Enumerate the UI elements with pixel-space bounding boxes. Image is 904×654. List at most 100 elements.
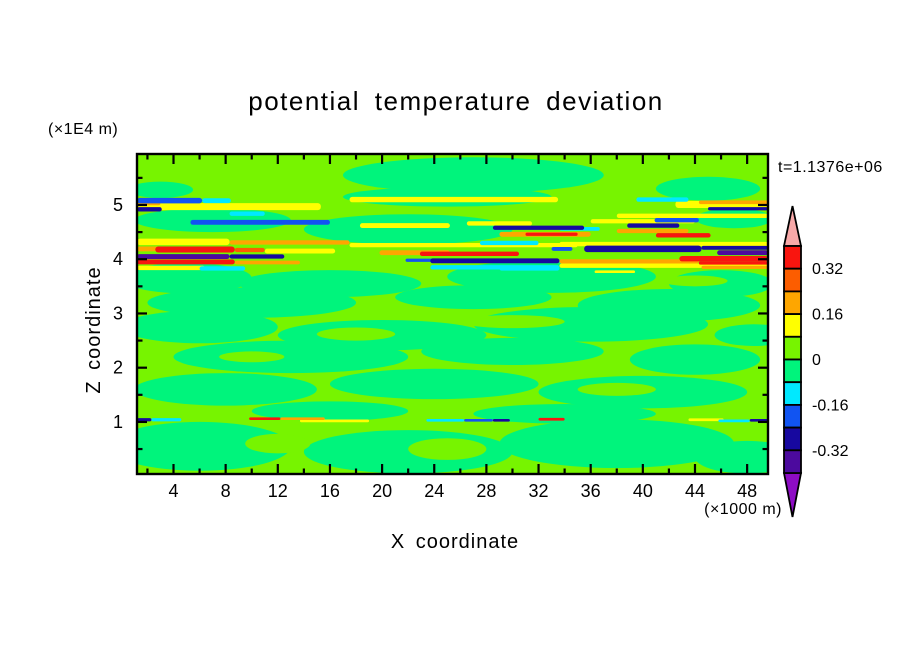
x-axis-label: X coordinate <box>391 531 519 553</box>
colorbar-tick-label: 0.32 <box>812 261 843 278</box>
contour-streak <box>430 258 560 264</box>
contour-streak <box>426 418 465 422</box>
contour-streak <box>636 197 689 202</box>
contour-hole <box>577 382 656 396</box>
x-tick-label: 20 <box>372 481 392 501</box>
contour-streak <box>199 266 246 271</box>
time-label: t=1.1376e+06 <box>778 159 883 176</box>
contour-blob <box>421 337 604 365</box>
contour-hole <box>662 275 728 287</box>
contour-streak <box>137 203 321 211</box>
contour-blob <box>251 401 409 421</box>
contour-blob <box>395 285 552 310</box>
contour-streak <box>559 241 768 247</box>
contour-blob <box>473 404 656 424</box>
contour-streak <box>137 254 230 259</box>
contour-streak <box>280 417 325 421</box>
contour-streak <box>359 223 450 229</box>
x-tick-label: 16 <box>320 481 340 501</box>
contour-streak <box>616 228 689 234</box>
contour-blob <box>147 287 357 318</box>
colorbar-box <box>783 381 802 406</box>
x-tick-label: 24 <box>424 481 444 501</box>
contour-streak <box>137 418 152 422</box>
z-axis-units: (×1E4 m) <box>48 121 118 138</box>
colorbar-under-arrow <box>782 472 803 518</box>
contour-streak <box>466 221 533 226</box>
contour-streak <box>137 246 161 252</box>
contour-blob <box>714 324 768 346</box>
x-tick-label: 48 <box>737 481 757 501</box>
contour-streak <box>499 266 560 271</box>
x-axis-ticks <box>146 154 749 474</box>
plot-title: potential temperature deviation <box>248 86 664 116</box>
contour-streak <box>701 245 768 250</box>
contour-blob <box>655 176 761 201</box>
contour-streak <box>594 270 636 274</box>
colorbar-box <box>783 403 802 429</box>
contour-streak <box>151 418 182 422</box>
contour-streak <box>492 225 585 230</box>
contour-streak <box>229 254 285 259</box>
z-tick-label: 2 <box>113 358 123 378</box>
colorbar-tick-label: -0.32 <box>812 443 849 460</box>
colorbar-box <box>783 358 802 384</box>
contour-streak <box>655 233 711 238</box>
contour-streak <box>419 251 519 256</box>
x-tick-label: 4 <box>168 481 178 501</box>
contour-blob <box>695 208 768 229</box>
contour-hole <box>460 315 565 329</box>
contour-streak <box>349 242 578 248</box>
z-tick-label: 3 <box>113 303 123 323</box>
contour-streak <box>464 418 493 422</box>
colorbar-over-arrow <box>782 205 803 247</box>
colorbar-box <box>783 426 802 452</box>
contour-streak <box>698 261 768 265</box>
contour-streak <box>479 240 539 246</box>
contour-blob <box>137 373 317 406</box>
colorbar-box <box>783 335 802 361</box>
contour-blob <box>329 368 539 400</box>
contour-streak <box>137 265 205 271</box>
contour-streak <box>299 419 370 423</box>
contour-streak <box>538 417 565 421</box>
z-tick-label: 1 <box>113 412 123 432</box>
x-tick-label: 40 <box>633 481 653 501</box>
x-tick-label: 36 <box>581 481 601 501</box>
x-tick-labels: 4 8 12 16 20 24 28 32 36 40 44 48 <box>168 481 757 501</box>
z-tick-label: 5 <box>113 195 123 215</box>
x-tick-label: 12 <box>268 481 288 501</box>
x-tick-label: 8 <box>221 481 231 501</box>
contour-field <box>137 154 768 474</box>
colorbar-box <box>783 449 802 474</box>
contour-streak <box>584 245 702 253</box>
contour-streak <box>202 198 231 204</box>
z-tick-label: 4 <box>113 249 123 269</box>
z-axis-label: Z coordinate <box>83 266 105 393</box>
colorbar-box <box>783 267 802 293</box>
contour-blob <box>137 310 278 344</box>
contour-streak <box>616 213 768 218</box>
contour-hole <box>219 351 285 363</box>
colorbar-box <box>783 245 802 270</box>
contour-blob <box>695 440 768 474</box>
contour-streak <box>155 246 235 253</box>
contour-streak <box>137 207 162 212</box>
contour-streak <box>688 418 724 422</box>
contour-streak <box>627 223 680 228</box>
contour-streak <box>264 248 336 254</box>
colorbar: 0.32 0.16 0 -0.16 -0.32 <box>782 205 849 518</box>
contour-streak <box>525 232 578 236</box>
colorbar-box <box>783 290 802 315</box>
contour-streak <box>405 258 439 262</box>
contour-blob <box>499 419 735 469</box>
colorbar-box <box>783 313 802 338</box>
contour-streak <box>559 259 699 264</box>
colorbar-tick-label: 0 <box>812 352 821 369</box>
contour-blob <box>173 340 409 374</box>
contour-streak <box>701 265 768 269</box>
colorbar-tick-label: -0.16 <box>812 397 849 414</box>
contour-streak <box>229 240 350 245</box>
contour-streak <box>698 200 768 205</box>
z-axis-ticks <box>137 176 768 451</box>
